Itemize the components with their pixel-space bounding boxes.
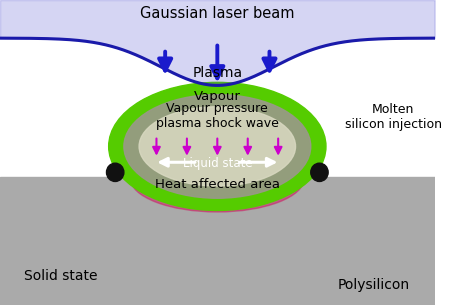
Ellipse shape	[130, 145, 304, 212]
Text: Vapour: Vapour	[194, 90, 241, 102]
Ellipse shape	[124, 95, 311, 198]
Ellipse shape	[165, 160, 270, 191]
Text: Liquid state: Liquid state	[183, 157, 252, 170]
Ellipse shape	[311, 163, 328, 181]
Bar	[0, 177, 435, 305]
Text: Molten
silicon injection: Molten silicon injection	[345, 103, 442, 131]
Ellipse shape	[139, 107, 296, 186]
Ellipse shape	[108, 82, 326, 210]
Text: Solid state: Solid state	[24, 269, 98, 283]
Text: Plasma: Plasma	[192, 66, 243, 80]
Text: Vapour pressure
plasma shock wave: Vapour pressure plasma shock wave	[156, 102, 279, 130]
Text: Heat affected area: Heat affected area	[155, 178, 280, 191]
Text: Polysilicon: Polysilicon	[338, 278, 410, 292]
Text: Gaussian laser beam: Gaussian laser beam	[140, 6, 295, 21]
Ellipse shape	[107, 163, 124, 181]
